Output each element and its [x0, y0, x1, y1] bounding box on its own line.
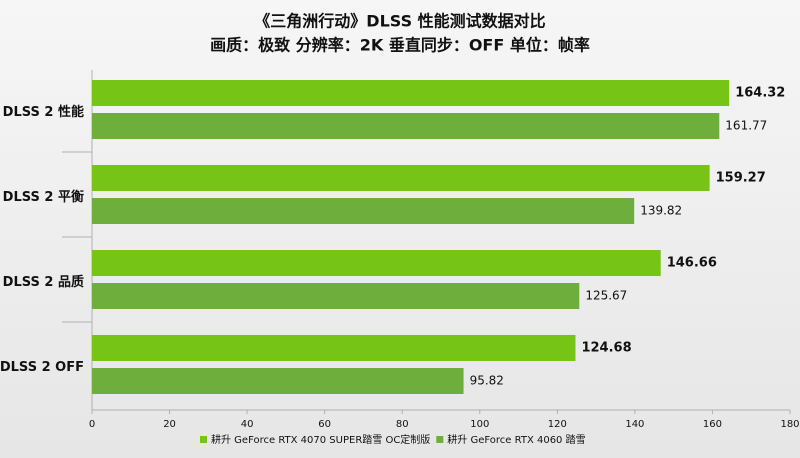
x-tick-label: 180	[780, 419, 799, 430]
x-tick-label: 20	[163, 419, 176, 430]
y-tick-label: DLSS 2 品质	[3, 274, 84, 290]
bar	[92, 165, 710, 191]
bar	[92, 283, 580, 309]
x-tick-label: 100	[470, 419, 489, 430]
bar	[92, 113, 720, 139]
x-tick-label: 160	[703, 419, 722, 430]
x-tick-label: 60	[318, 419, 331, 430]
legend-label: 耕升 GeForce RTX 4060 踏雪	[447, 433, 585, 446]
value-label: 139.82	[640, 204, 682, 218]
y-tick-label: DLSS 2 平衡	[3, 189, 84, 205]
x-tick-label: 80	[396, 419, 409, 430]
value-label: 125.67	[585, 289, 627, 303]
bar	[92, 335, 576, 361]
bar	[92, 250, 661, 276]
value-label: 161.77	[725, 119, 767, 133]
bar	[92, 368, 464, 394]
legend-swatch	[200, 436, 207, 443]
value-label: 164.32	[735, 86, 785, 101]
chart-title: 《三角洲行动》DLSS 性能测试数据对比	[254, 12, 545, 31]
legend-label: 耕升 GeForce RTX 4070 SUPER踏雪 OC定制版	[211, 433, 430, 446]
y-tick-label: DLSS 2 OFF	[0, 360, 84, 375]
value-label: 95.82	[470, 374, 504, 388]
y-tick-label: DLSS 2 性能	[3, 104, 84, 120]
x-tick-label: 40	[241, 419, 254, 430]
x-tick-label: 120	[548, 419, 567, 430]
x-tick-label: 140	[625, 419, 644, 430]
bar	[92, 80, 730, 106]
chart-subtitle: 画质：极致 分辨率：2K 垂直同步：OFF 单位：帧率	[210, 36, 590, 55]
value-label: 159.27	[716, 171, 766, 186]
x-tick-label: 0	[89, 419, 95, 430]
legend-swatch	[436, 436, 444, 443]
value-label: 146.66	[667, 256, 717, 271]
bar	[92, 198, 635, 224]
value-label: 124.68	[581, 341, 631, 356]
